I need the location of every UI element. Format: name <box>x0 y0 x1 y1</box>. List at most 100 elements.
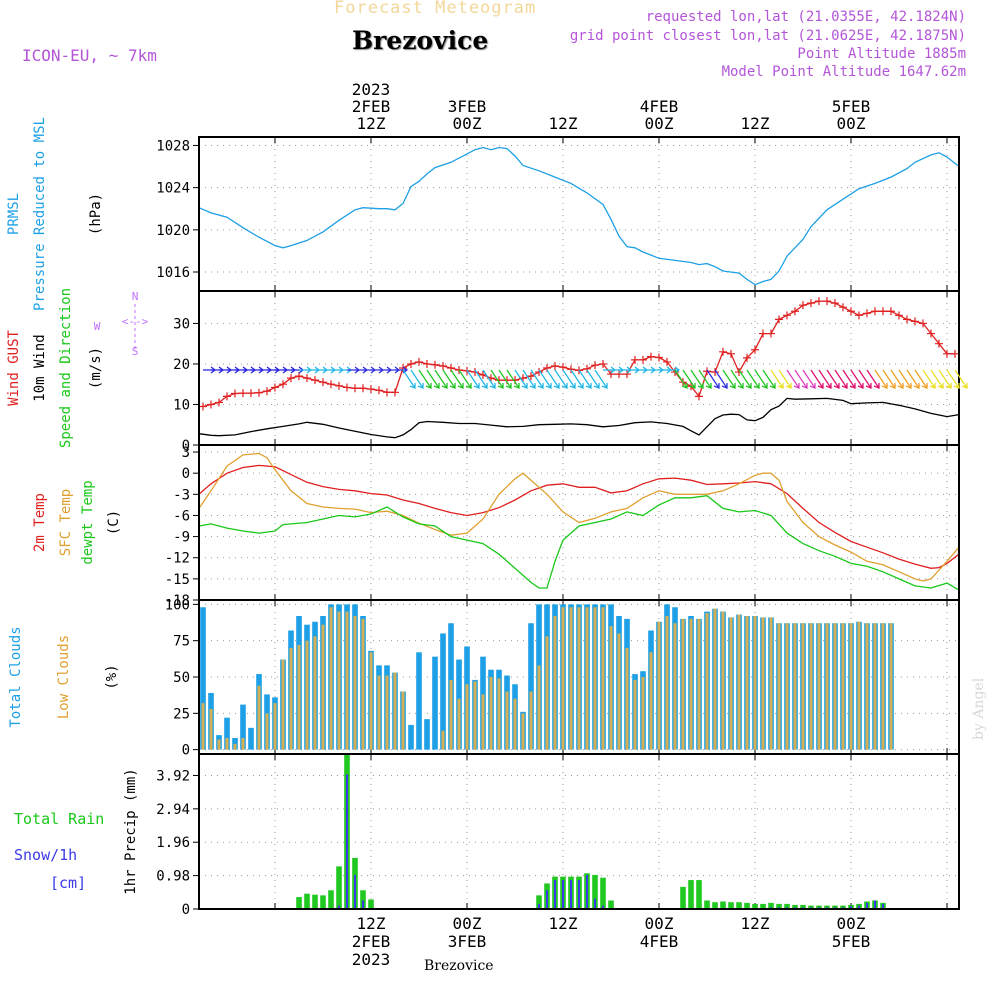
y-axis-label: (C) <box>106 510 122 535</box>
wind-arrow <box>802 369 816 389</box>
footer-location: Brezovice <box>424 958 494 974</box>
gust-point <box>247 389 255 398</box>
bottom-time-label: 12Z <box>741 914 770 933</box>
bar-snow <box>546 890 548 909</box>
bar-low <box>665 615 669 750</box>
gust-point <box>607 370 615 379</box>
wind-arrow <box>898 369 912 389</box>
gust-point <box>791 307 799 316</box>
y-tick-label: 25 <box>173 706 190 722</box>
y-tick-label: 1020 <box>156 223 190 239</box>
bar-total_rain <box>536 895 542 909</box>
bar-low <box>537 665 541 750</box>
bar-total_rain <box>720 901 726 909</box>
bar-low <box>393 672 397 750</box>
bar-low <box>833 623 837 750</box>
bar-low <box>273 703 277 750</box>
wind-arrow <box>746 369 760 389</box>
bar-low <box>761 617 765 750</box>
wind-arrows <box>203 366 968 389</box>
bar-snow <box>882 903 884 909</box>
gust-point <box>319 378 327 387</box>
y-axis-label: Wind GUST <box>6 330 22 406</box>
y-axis-label: Pressure Reduced to MSL <box>32 117 48 311</box>
bar-low <box>257 685 261 750</box>
bar-low <box>569 607 573 750</box>
bar-low <box>617 633 621 750</box>
bar-total_rain <box>728 902 734 909</box>
bar-low <box>553 615 557 750</box>
compass-south: S <box>132 345 139 358</box>
gust-point <box>951 349 959 358</box>
gust-point <box>391 388 399 397</box>
wind-arrow <box>530 369 544 389</box>
gust-point <box>255 388 263 397</box>
gust-point <box>727 349 735 358</box>
bar-total_rain <box>680 886 686 909</box>
y-tick-label: 1024 <box>156 181 190 197</box>
wind-arrow <box>882 369 896 389</box>
bar-low <box>841 623 845 750</box>
bar-low <box>745 615 749 750</box>
wind-arrow <box>906 369 920 389</box>
compass-west: W <box>94 320 101 333</box>
bar-total <box>224 717 230 750</box>
bar-low <box>633 679 637 750</box>
wind-arrow <box>818 369 832 389</box>
bar-low <box>441 730 445 750</box>
bar-total <box>240 704 246 750</box>
bottom-time-label: 4FEB <box>640 932 679 951</box>
bar-low <box>609 626 613 750</box>
compass-north: N <box>132 290 139 303</box>
wind-arrow <box>858 369 872 389</box>
gust-point <box>783 311 791 320</box>
series-line-sfc <box>198 452 960 582</box>
bar-total_rain <box>336 866 342 909</box>
y-axis-label: (hPa) <box>88 193 104 235</box>
wind-arrow <box>762 369 776 389</box>
gust-point <box>199 402 207 411</box>
bar-low <box>265 713 269 750</box>
gust-point <box>663 357 671 366</box>
wind-arrow <box>562 369 576 389</box>
gust-point <box>431 360 439 369</box>
bottom-time-label: 00Z <box>837 914 866 933</box>
wind-arrow <box>410 369 424 389</box>
gust-point <box>815 297 823 306</box>
bar-low <box>737 614 741 750</box>
gust-point <box>919 319 927 328</box>
wind-arrow <box>946 369 960 389</box>
wind-arrow <box>954 369 968 389</box>
precip-legend: Snow/1h <box>14 846 77 864</box>
gust-point <box>711 368 719 377</box>
wind-arrow <box>578 369 592 389</box>
gust-point <box>359 384 367 393</box>
gust-point <box>847 307 855 316</box>
wind-arrow <box>730 369 744 389</box>
gust-point <box>767 329 775 338</box>
bar-low <box>857 621 861 750</box>
gust-point <box>559 363 567 372</box>
bar-snow <box>346 774 348 909</box>
y-tick-label: 1.96 <box>156 835 190 851</box>
y-tick-label: 0 <box>182 466 190 482</box>
bar-snow <box>562 880 564 909</box>
top-time-label: 2FEB <box>352 97 391 116</box>
wind-arrow <box>754 369 768 389</box>
top-time-label: 12Z <box>549 114 578 133</box>
wind-arrow <box>458 369 472 389</box>
wind-arrow <box>842 369 856 389</box>
bar-low <box>345 611 349 750</box>
wind-arrow <box>810 369 824 389</box>
top-time-label: 00Z <box>645 114 674 133</box>
bar-low <box>401 691 405 750</box>
bar-low <box>889 623 893 750</box>
precip-legend: Total Rain <box>14 810 104 828</box>
bar-low <box>313 636 317 750</box>
top-time-label: 12Z <box>357 114 386 133</box>
y-axis-label: 2m Temp <box>32 493 48 552</box>
bar-low <box>689 618 693 750</box>
series-line-t2m <box>198 464 960 569</box>
bar-low <box>849 623 853 750</box>
